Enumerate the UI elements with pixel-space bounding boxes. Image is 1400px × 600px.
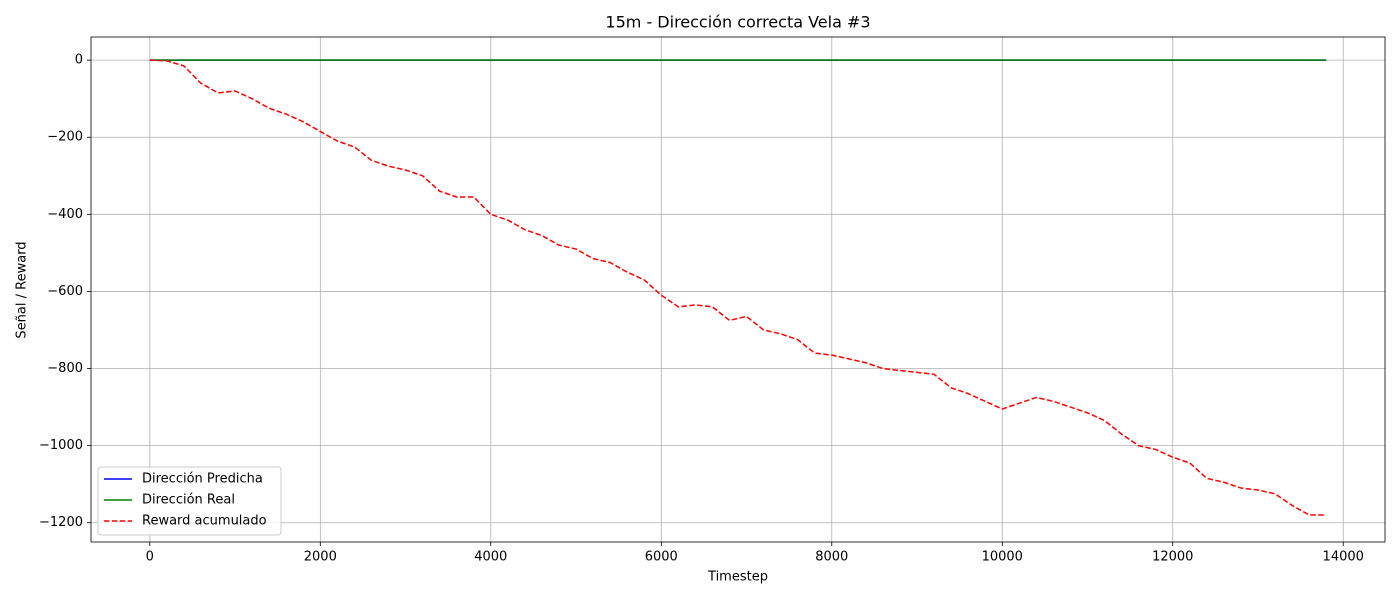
x-tick-label: 12000 (1152, 550, 1193, 565)
y-tick-label: −800 (47, 361, 83, 376)
y-tick-label: −600 (47, 284, 83, 299)
chart-title: 15m - Dirección correcta Vela #3 (605, 13, 870, 32)
x-tick-label: 2000 (304, 550, 337, 565)
y-tick-label: −1000 (39, 438, 83, 453)
series-line (149, 59, 1327, 516)
legend: Dirección Predicha Dirección Real Reward a… (97, 466, 282, 536)
legend-box (97, 466, 282, 536)
legend-label: Dirección Predicha (142, 472, 263, 487)
y-tick-label: −200 (47, 130, 83, 145)
y-tick-label: 0 (75, 53, 83, 68)
x-tick-label: 10000 (982, 550, 1023, 565)
y-tick-label: −400 (47, 207, 83, 222)
x-tick-label: 8000 (815, 550, 848, 565)
y-axis-label: Señal / Reward (15, 241, 30, 338)
legend-label: Reward acumulado (142, 514, 267, 529)
legend-label: Dirección Real (142, 493, 235, 508)
x-axis-label: Timestep (707, 570, 768, 585)
y-tick-label: −1200 (39, 515, 83, 530)
x-tick-label: 14000 (1323, 550, 1364, 565)
x-tick-label: 6000 (645, 550, 678, 565)
x-tick-label: 4000 (474, 550, 507, 565)
plot-frame (90, 36, 1386, 543)
x-tick-label: 0 (146, 550, 154, 565)
